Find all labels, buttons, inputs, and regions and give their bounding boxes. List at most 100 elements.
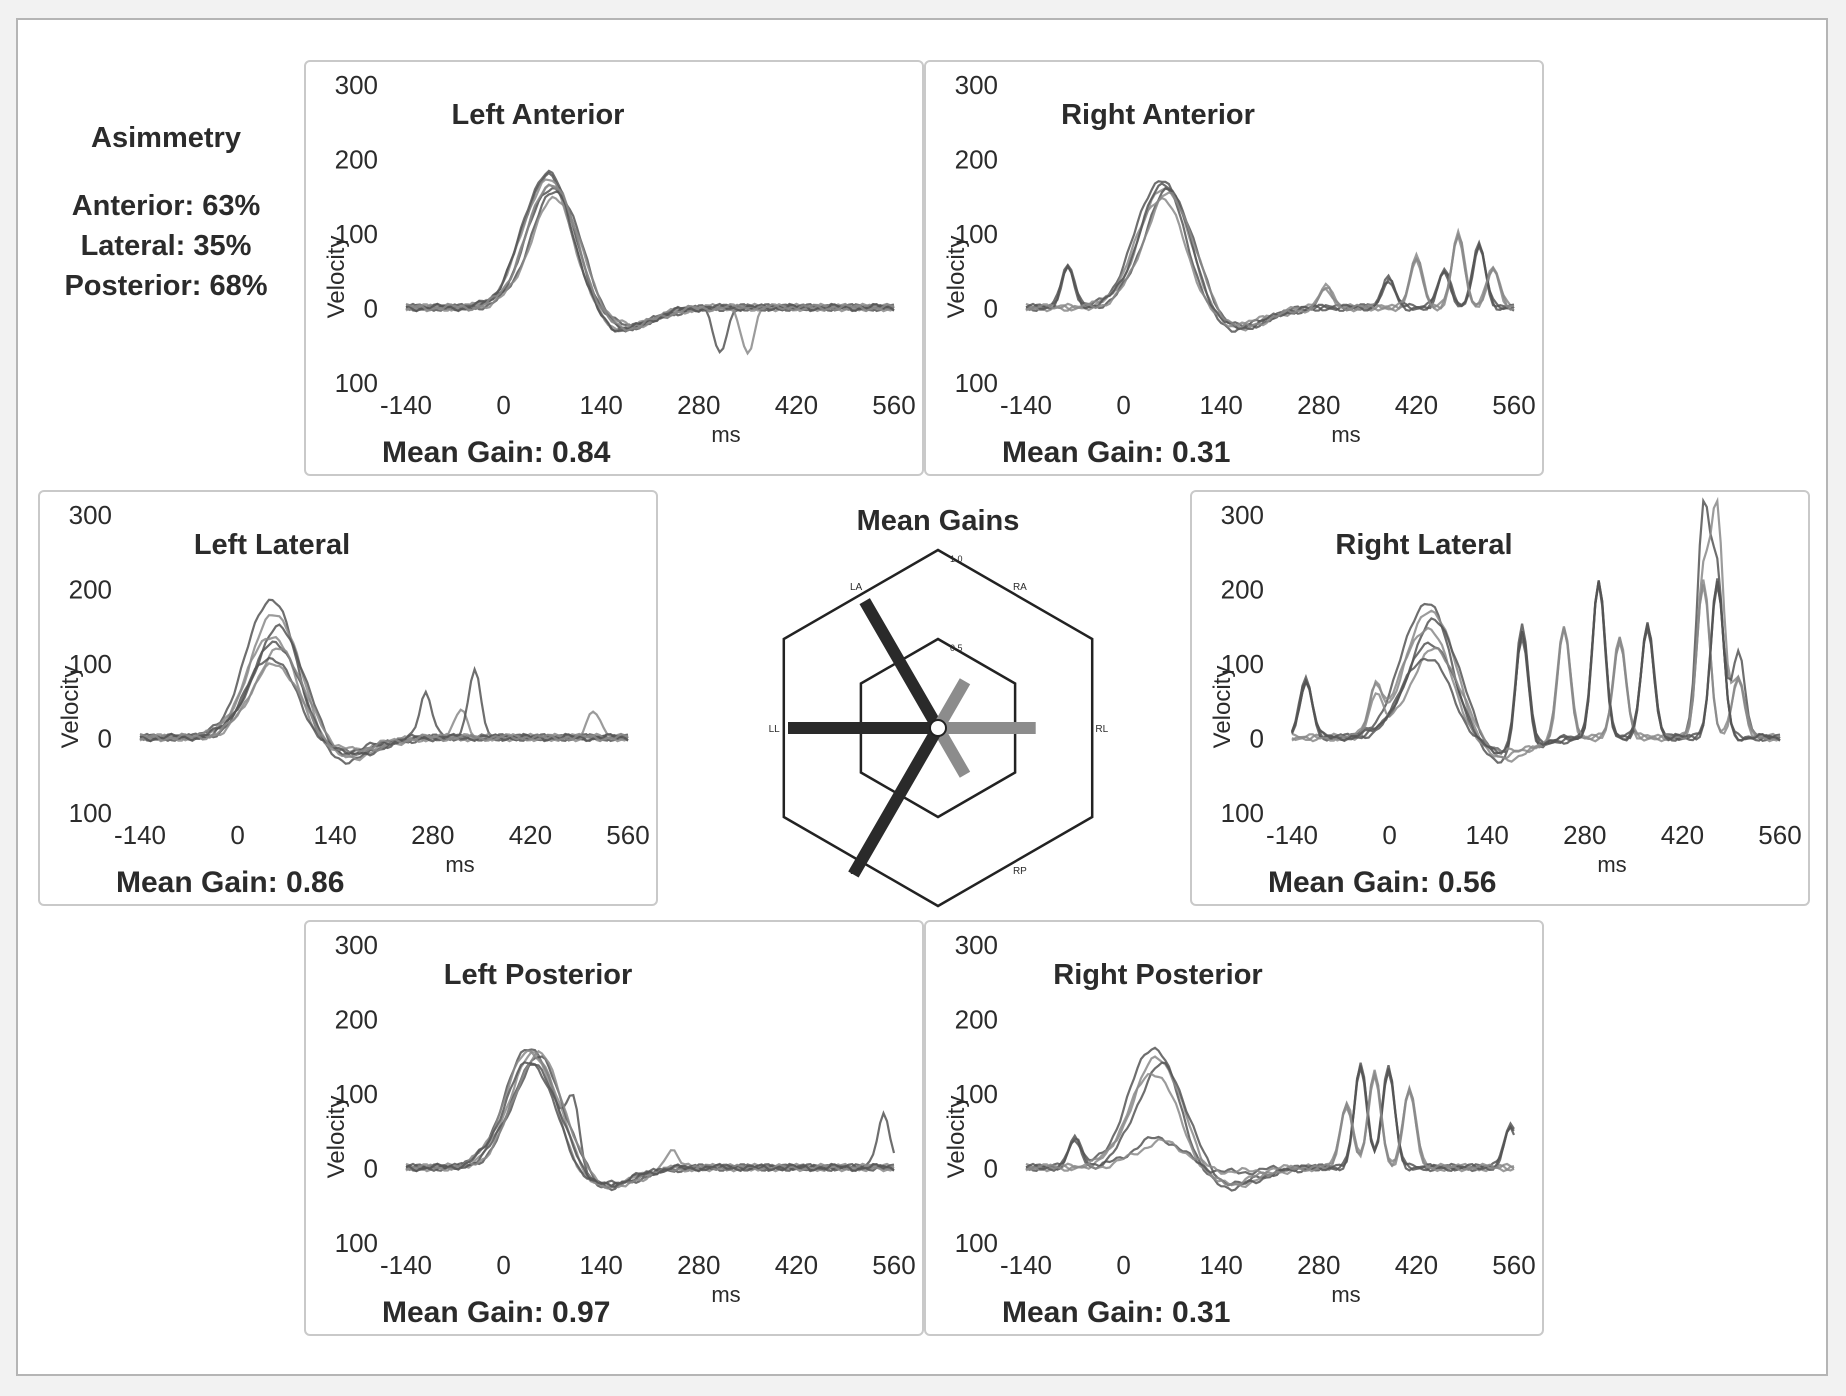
left-posterior-xtick-5: 560 — [872, 1250, 915, 1280]
left-anterior-title: Left Anterior — [452, 99, 625, 131]
right-anterior-trace-5 — [1025, 191, 1515, 327]
right-posterior-xtick-2: 140 — [1200, 1250, 1243, 1280]
radar-bar-rp — [932, 725, 971, 778]
radar-bar-ra — [932, 678, 971, 731]
right-posterior-trace-5 — [1025, 1070, 1515, 1175]
left-posterior-trace-6 — [405, 1061, 895, 1189]
right-anterior-xtick-4: 420 — [1395, 390, 1438, 420]
right-lateral-trace-6 — [1290, 578, 1781, 755]
left-posterior-gain: Mean Gain: 0.97 — [382, 1296, 610, 1329]
right-lateral-xtick-0: -140 — [1266, 820, 1318, 850]
right-anterior-xtick-5: 560 — [1492, 390, 1535, 420]
right-posterior-ylabel: Velocity — [943, 1096, 970, 1179]
left-posterior-trace-4 — [405, 1063, 895, 1186]
left-anterior-trace-1 — [405, 183, 895, 356]
left-posterior-xtick-1: 0 — [496, 1250, 510, 1280]
left-lateral-ytick-0: 300 — [69, 500, 112, 530]
left-posterior-ytick-0: 300 — [335, 930, 378, 960]
right-anterior-traces — [1025, 180, 1515, 333]
panel-left-posterior: Left Posterior 300 200 100 0 100 -140 0 140 280 42… — [304, 920, 924, 1336]
left-posterior-xtick-4: 420 — [775, 1250, 818, 1280]
right-lateral-xtick-2: 140 — [1466, 820, 1509, 850]
right-lateral-ytick-4: 100 — [1221, 798, 1264, 828]
radar-axis-label-ll: LL — [769, 724, 781, 735]
left-anterior-gain: Mean Gain: 0.84 — [382, 436, 611, 469]
left-posterior-ytick-2: 100 — [335, 1079, 378, 1109]
asymmetry-lateral: Lateral: 35% — [80, 230, 252, 262]
left-lateral-xtick-3: 280 — [411, 820, 454, 850]
right-posterior-ytick-0: 300 — [955, 930, 998, 960]
radar-axis-label-la: LA — [850, 582, 863, 593]
left-anterior-trace-7 — [405, 183, 895, 332]
left-anterior-xtick-4: 420 — [775, 390, 818, 420]
left-lateral-ytick-4: 100 — [69, 798, 112, 828]
left-lateral-xtick-1: 0 — [230, 820, 244, 850]
panel-right-posterior: Right Posterior 300 200 100 0 100 -140 0 140 280 4… — [924, 920, 1544, 1336]
radar-bar-la — [859, 598, 944, 732]
left-lateral-ytick-3: 0 — [98, 724, 112, 754]
radar-ring-label-0: 0.5 — [950, 643, 963, 653]
left-anterior-ytick-2: 100 — [335, 219, 378, 249]
right-posterior-ytick-1: 200 — [955, 1005, 998, 1035]
figure-frame: Asimmetry Anterior: 63% Lateral: 35% Pos… — [16, 18, 1828, 1376]
left-posterior-trace-5 — [405, 1049, 895, 1189]
right-posterior-trace-4 — [1025, 1064, 1515, 1176]
left-lateral-xtick-0: -140 — [114, 820, 166, 850]
panel-right-anterior: Right Anterior 300 200 100 0 100 -140 0 140 280 42… — [924, 60, 1544, 476]
right-posterior-xtick-1: 0 — [1116, 1250, 1130, 1280]
left-anterior-traces — [405, 169, 895, 356]
left-posterior-ytick-1: 200 — [335, 1005, 378, 1035]
right-lateral-xlabel: ms — [1597, 852, 1626, 877]
left-anterior-ylabel: Velocity — [323, 236, 350, 319]
left-posterior-xtick-3: 280 — [677, 1250, 720, 1280]
left-lateral-xtick-4: 420 — [509, 820, 552, 850]
right-posterior-ytick-4: 100 — [955, 1228, 998, 1258]
left-anterior-trace-0 — [405, 171, 895, 354]
right-anterior-ytick-0: 300 — [955, 70, 998, 100]
left-lateral-trace-5 — [139, 647, 629, 754]
radar-bar-lp — [848, 724, 944, 878]
radar-axis-label-rp: RP — [1013, 866, 1027, 877]
right-anterior-xtick-3: 280 — [1297, 390, 1340, 420]
right-lateral-trace-5 — [1291, 579, 1781, 754]
radar-ring-inner — [859, 637, 1017, 819]
right-lateral-title: Right Lateral — [1335, 529, 1512, 561]
right-lateral-xtick-5: 560 — [1758, 820, 1801, 850]
radar-ring-label-1: 1.0 — [950, 554, 963, 564]
right-posterior-xtick-3: 280 — [1297, 1250, 1340, 1280]
right-anterior-xtick-1: 0 — [1116, 390, 1130, 420]
right-anterior-ytick-2: 100 — [955, 219, 998, 249]
right-posterior-traces — [1025, 1046, 1516, 1192]
left-lateral-xtick-2: 140 — [314, 820, 357, 850]
left-lateral-ytick-2: 100 — [69, 649, 112, 679]
left-anterior-xtick-1: 0 — [496, 390, 510, 420]
left-posterior-title: Left Posterior — [444, 959, 633, 991]
right-anterior-xtick-2: 140 — [1200, 390, 1243, 420]
left-anterior-xtick-3: 280 — [677, 390, 720, 420]
left-posterior-ylabel: Velocity — [323, 1096, 350, 1179]
right-posterior-xlabel: ms — [1331, 1282, 1360, 1307]
right-lateral-ytick-3: 0 — [1250, 724, 1264, 754]
right-anterior-ytick-3: 0 — [984, 294, 998, 324]
radar-axis-label-ra: RA — [1013, 582, 1027, 593]
left-anterior-xlabel: ms — [711, 422, 740, 447]
left-lateral-xlabel: ms — [445, 852, 474, 877]
panel-left-lateral: Left Lateral 300 200 100 0 100 -140 0 140 280 420 5… — [38, 490, 658, 906]
right-posterior-ytick-3: 0 — [984, 1154, 998, 1184]
right-anterior-ytick-4: 100 — [955, 368, 998, 398]
left-lateral-traces — [139, 598, 629, 765]
right-lateral-ytick-2: 100 — [1221, 649, 1264, 679]
left-anterior-ytick-3: 0 — [364, 294, 378, 324]
radar-axis-label-rl: RL — [1095, 724, 1108, 735]
left-anterior-ytick-1: 200 — [335, 145, 378, 175]
left-lateral-title: Left Lateral — [194, 529, 350, 561]
right-anterior-xlabel: ms — [1331, 422, 1360, 447]
left-posterior-xtick-0: -140 — [380, 1250, 432, 1280]
mean-gains-svg: Mean Gains 1.0 0.5 LA RA RL RP LP LL — [769, 505, 1109, 908]
right-anterior-xtick-0: -140 — [1000, 390, 1052, 420]
